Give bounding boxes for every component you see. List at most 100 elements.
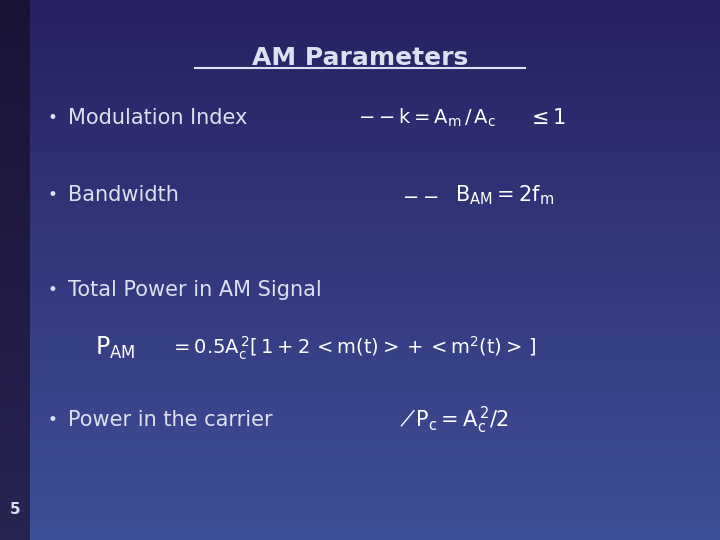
Bar: [0, 294, 30, 298]
Bar: [0, 464, 30, 468]
Bar: [0, 262, 30, 266]
Bar: [0, 78, 30, 82]
Bar: [30, 38, 720, 42]
Bar: [0, 300, 30, 303]
Bar: [30, 186, 720, 190]
Bar: [30, 43, 720, 47]
Bar: [30, 338, 720, 341]
Bar: [30, 378, 720, 382]
Bar: [0, 437, 30, 441]
Bar: [0, 65, 30, 69]
Bar: [0, 472, 30, 476]
Bar: [30, 532, 720, 536]
Bar: [0, 270, 30, 274]
Bar: [0, 157, 30, 160]
Bar: [30, 148, 720, 152]
Bar: [0, 86, 30, 90]
Bar: [30, 356, 720, 360]
Bar: [0, 389, 30, 393]
Bar: [30, 327, 720, 330]
Bar: [30, 19, 720, 23]
Bar: [30, 402, 720, 406]
Bar: [30, 316, 720, 320]
Text: $\mathsf{\not{P}_c = A_c^{\,2}/2}$: $\mathsf{\not{P}_c = A_c^{\,2}/2}$: [400, 404, 509, 436]
Bar: [0, 140, 30, 144]
Bar: [0, 130, 30, 133]
Text: 5: 5: [9, 503, 20, 517]
Bar: [0, 70, 30, 74]
Bar: [30, 294, 720, 298]
Bar: [0, 105, 30, 109]
Bar: [0, 316, 30, 320]
Bar: [30, 227, 720, 231]
Bar: [30, 467, 720, 471]
Bar: [30, 251, 720, 255]
Bar: [0, 143, 30, 147]
Bar: [0, 356, 30, 360]
Bar: [30, 130, 720, 133]
Bar: [30, 421, 720, 425]
Bar: [30, 321, 720, 325]
Bar: [0, 310, 30, 314]
Bar: [30, 143, 720, 147]
Bar: [0, 327, 30, 330]
Text: •: •: [47, 186, 57, 204]
Bar: [0, 232, 30, 236]
Bar: [30, 491, 720, 495]
Bar: [30, 389, 720, 393]
Text: •: •: [47, 411, 57, 429]
Bar: [0, 340, 30, 344]
Bar: [0, 329, 30, 333]
Bar: [0, 116, 30, 120]
Bar: [30, 5, 720, 9]
Bar: [30, 78, 720, 82]
Bar: [30, 54, 720, 58]
Bar: [30, 292, 720, 295]
Bar: [0, 8, 30, 12]
Bar: [30, 92, 720, 96]
Bar: [0, 240, 30, 244]
Bar: [30, 256, 720, 260]
Bar: [0, 208, 30, 212]
Bar: [0, 367, 30, 371]
Bar: [0, 189, 30, 193]
Bar: [0, 513, 30, 517]
Bar: [30, 84, 720, 87]
Bar: [0, 267, 30, 271]
Bar: [0, 30, 30, 33]
Bar: [0, 432, 30, 436]
Bar: [0, 281, 30, 285]
Bar: [30, 248, 720, 252]
Bar: [30, 494, 720, 498]
Bar: [0, 46, 30, 50]
Bar: [30, 240, 720, 244]
Bar: [30, 386, 720, 390]
Bar: [30, 59, 720, 63]
Bar: [30, 105, 720, 109]
Bar: [30, 278, 720, 282]
Bar: [0, 11, 30, 15]
Bar: [30, 364, 720, 368]
Bar: [30, 502, 720, 506]
Bar: [30, 302, 720, 306]
Bar: [30, 381, 720, 384]
Bar: [0, 246, 30, 249]
Bar: [30, 40, 720, 44]
Text: $\mathsf{--k{=}A_m\,/\,A_c}$: $\mathsf{--k{=}A_m\,/\,A_c}$: [358, 107, 496, 129]
Bar: [0, 40, 30, 44]
Bar: [30, 437, 720, 441]
Bar: [30, 535, 720, 538]
Bar: [30, 119, 720, 123]
Bar: [30, 451, 720, 455]
Bar: [30, 351, 720, 355]
Bar: [0, 410, 30, 414]
Bar: [30, 159, 720, 163]
Bar: [0, 216, 30, 220]
Bar: [30, 162, 720, 166]
Bar: [0, 111, 30, 114]
Bar: [0, 243, 30, 247]
Bar: [0, 373, 30, 376]
Bar: [0, 51, 30, 55]
Bar: [0, 321, 30, 325]
Bar: [0, 529, 30, 533]
